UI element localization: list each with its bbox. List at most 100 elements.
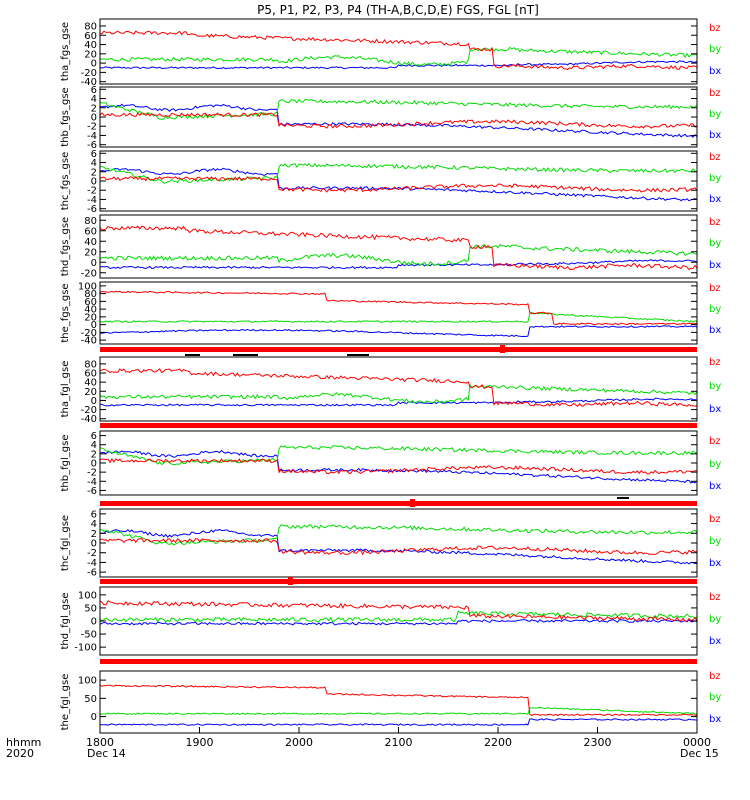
panel-frame — [99, 18, 698, 85]
y-tick-label: 80 — [84, 216, 97, 227]
y-tick-label: -6 — [87, 486, 97, 497]
y-tick-label: 0 — [91, 258, 97, 269]
y-tick-label: -20 — [81, 268, 97, 279]
y-tick-label: 60 — [84, 297, 97, 308]
y-tick-label: 0 — [91, 113, 97, 124]
plot-title: P5, P1, P2, P3, P4 (TH-A,B,C,D,E) FGS, F… — [257, 3, 539, 17]
y-tick-label: 6 — [91, 431, 97, 442]
y-tick-label: 80 — [84, 359, 97, 370]
legend-bz: bz — [709, 671, 721, 682]
y-tick-label: -2 — [87, 468, 97, 479]
tha_fgs_gse-bz-line — [99, 30, 698, 70]
status-bar-2 — [100, 423, 697, 428]
legend-bz: bz — [709, 514, 721, 525]
tha_fgs_gse-bx-line — [99, 60, 698, 70]
panel-frame — [99, 214, 698, 279]
thd_fgs_gse-bz-line — [99, 225, 698, 271]
status-marker — [500, 345, 505, 353]
thd_fgl_gse-bx-line — [99, 619, 698, 626]
legend-by: by — [709, 238, 721, 249]
thd_fgs_gse-bx-line — [99, 259, 698, 270]
y-tick-label: 60 — [84, 31, 97, 42]
thc_fgl_gse-by-line — [99, 524, 698, 546]
thb_fgl_gse-bx-line — [99, 449, 698, 484]
y-tick-label: 80 — [84, 289, 97, 300]
legend-bz: bz — [709, 283, 721, 294]
legend-bx: bx — [709, 194, 721, 205]
thc_fgs_gse-by-line — [99, 162, 698, 184]
the_fgs_gse-bx-line — [99, 325, 698, 338]
y-axis-label: tha_fgl_gse — [60, 361, 71, 418]
y-tick-label: 0 — [91, 712, 97, 723]
x-date-end: Dec 15 — [680, 747, 719, 760]
y-tick-label: 2 — [91, 449, 97, 460]
legend-bx: bx — [709, 714, 721, 725]
x-row2-label: 2020 — [6, 747, 34, 760]
x-tick-label: 1800 — [86, 736, 114, 749]
y-tick-label: -4 — [87, 131, 97, 142]
y-tick-label: 100 — [78, 676, 97, 687]
y-tick-label: 0 — [91, 459, 97, 470]
thc_fgs_gse-bx-line — [99, 167, 698, 202]
status-bar-5 — [100, 659, 697, 664]
the_fgl_gse-bz-line — [99, 684, 698, 717]
legend-by: by — [709, 304, 721, 315]
panel-frame — [99, 281, 698, 345]
panel-frame — [99, 670, 698, 734]
flag-segment — [185, 354, 200, 356]
legend-by: by — [709, 459, 721, 470]
legend-bx: bx — [709, 66, 721, 77]
legend-by: by — [709, 173, 721, 184]
y-tick-label: 2 — [91, 529, 97, 540]
y-axis-label: thc_fgs_gse — [60, 152, 71, 211]
y-tick-label: 4 — [91, 519, 97, 530]
status-bars-group — [100, 345, 697, 664]
y-tick-label: -2 — [87, 186, 97, 197]
y-tick-label: 6 — [91, 149, 97, 160]
y-tick-label: -100 — [74, 643, 97, 654]
y-tick-label: 100 — [78, 281, 97, 292]
legend-bx: bx — [709, 481, 721, 492]
tha_fgl_gse-bx-line — [99, 397, 698, 407]
y-axis-label: thd_fgs_gse — [60, 217, 71, 276]
panel-the_fgl_gse: 100 50 0 the_fgl_gse bz by bx — [60, 670, 721, 734]
y-tick-label: -4 — [87, 477, 97, 488]
legend-by: by — [709, 109, 721, 120]
status-bar-3 — [100, 501, 697, 506]
y-axis-label: thc_fgl_gse — [60, 515, 71, 571]
y-tick-label: 2 — [91, 167, 97, 178]
thd_fgs_gse-by-line — [99, 243, 698, 266]
y-tick-label: -20 — [81, 68, 97, 79]
y-tick-label: 4 — [91, 440, 97, 451]
y-tick-label: 60 — [84, 369, 97, 380]
legend-by: by — [709, 381, 721, 392]
y-tick-label: -50 — [81, 630, 97, 641]
x-tick-label: 2200 — [484, 736, 512, 749]
x-tick-label: 2100 — [385, 736, 413, 749]
y-tick-label: 50 — [84, 694, 97, 705]
y-tick-label: -6 — [87, 568, 97, 579]
y-axis-label: the_fgs_gse — [60, 283, 71, 342]
y-tick-label: 0 — [91, 396, 97, 407]
y-tick-label: 2 — [91, 103, 97, 114]
y-tick-label: -4 — [87, 195, 97, 206]
y-tick-label: -40 — [81, 414, 97, 425]
legend-bx: bx — [709, 260, 721, 271]
y-tick-label: 40 — [84, 305, 97, 316]
legend-bx: bx — [709, 325, 721, 336]
x-row1-label: hhmm — [6, 736, 41, 749]
thc_fgl_gse-bx-line — [100, 529, 698, 565]
y-tick-label: -40 — [81, 336, 97, 347]
x-tick-label: 2300 — [584, 736, 612, 749]
y-tick-label: 80 — [84, 21, 97, 32]
y-tick-label: 40 — [84, 378, 97, 389]
the_fgl_gse-by-line — [100, 706, 698, 715]
